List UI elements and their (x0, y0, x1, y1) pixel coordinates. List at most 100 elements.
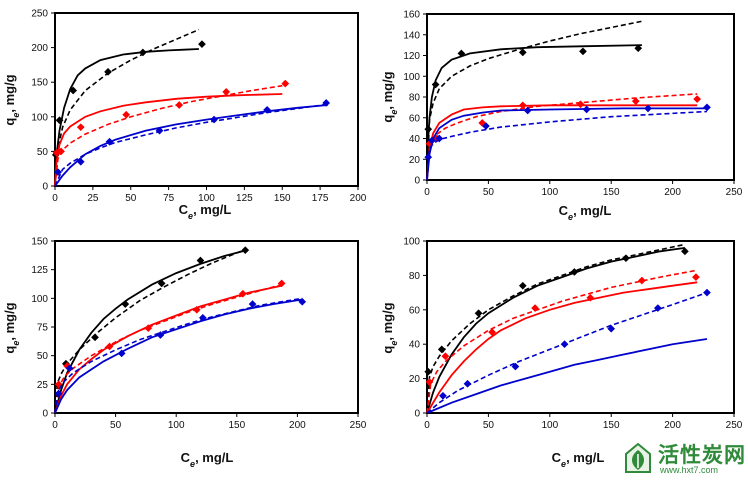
series-black-point (55, 116, 64, 125)
y-tick-label: 140 (403, 30, 420, 41)
series-blue-point (54, 168, 62, 177)
y-tick-label: 40 (409, 340, 421, 351)
x-tick-label: 50 (483, 420, 495, 431)
chart-top-right: 0 50 100 150 200 250 0 20 40 60 80 100 120 140 160 Ce, … (380, 10, 743, 223)
y-tick-label: 50 (37, 351, 49, 362)
x-tick-label: 150 (603, 420, 620, 431)
series-black-point (518, 281, 527, 290)
series-blue-fit-dashed (54, 297, 303, 414)
series-blue-point (76, 157, 85, 166)
series-red-point (238, 289, 247, 298)
site-watermark: 活性炭网 www.hxt7.com (618, 438, 746, 478)
series-blue-fit-dashed (426, 110, 708, 181)
y-tick-label: 100 (31, 294, 48, 305)
series-black-point (424, 125, 433, 134)
series-blue-point (298, 297, 307, 306)
series-black-fit-dashed (54, 28, 200, 187)
series-black-point (457, 49, 466, 58)
y-tick-label: 80 (409, 271, 421, 282)
x-tick-label: 0 (52, 420, 58, 431)
series-red-fit-dashed (426, 269, 698, 414)
series-red-point (175, 101, 184, 109)
x-tick-label: 250 (350, 420, 367, 431)
series-red-point (488, 328, 497, 337)
series-red-point (586, 293, 595, 302)
y-tick-label: 25 (37, 380, 49, 391)
series-black-fit-dashed (426, 243, 686, 414)
y-tick-label: 100 (403, 72, 420, 83)
series-black-point (680, 247, 689, 256)
series-blue-fit-dashed (426, 291, 708, 414)
series-blue-fit-solid (54, 298, 303, 414)
series-blue-point (427, 136, 436, 145)
series-blue-point (481, 122, 490, 131)
x-tick-label: 50 (125, 193, 137, 204)
x-tick-label: 25 (87, 193, 99, 204)
y-tick-label: 0 (414, 176, 420, 187)
series-blue-point (156, 331, 165, 339)
series-black-point (196, 256, 205, 265)
x-tick-label: 0 (52, 193, 58, 204)
series-black-point (621, 254, 630, 263)
y-tick-label: 40 (409, 134, 421, 145)
series-blue-point (435, 134, 444, 143)
series-blue-point (560, 340, 569, 349)
series-black-fit-dashed (426, 20, 643, 181)
y-tick-label: 60 (409, 305, 421, 316)
series-black-fit-solid (54, 48, 199, 187)
chart-bottom-right: 0 50 100 150 200 250 0 20 40 60 80 100 Ce, mg/L qe, m… (380, 237, 743, 470)
y-tick-label: 60 (409, 113, 421, 124)
y-tick-label: 100 (403, 237, 420, 248)
x-axis-label: Ce, mg/L (179, 202, 232, 221)
series-red-point (441, 352, 450, 361)
series-blue-point (105, 137, 114, 146)
series-red-fit-solid (426, 104, 698, 181)
series-black-point (474, 309, 483, 318)
y-tick-label: 250 (31, 9, 48, 20)
series-red-fit-dashed (426, 93, 698, 181)
y-tick-label: 20 (409, 155, 421, 166)
series-blue-point (703, 103, 711, 112)
series-blue-point (424, 153, 433, 162)
series-blue-point (523, 106, 532, 115)
plot-frame (54, 240, 359, 414)
x-tick-label: 100 (198, 193, 215, 204)
y-tick-label: 150 (31, 237, 48, 248)
x-tick-label: 0 (424, 420, 430, 431)
x-tick-label: 200 (664, 420, 681, 431)
series-blue-point (198, 313, 207, 322)
series-black-point (570, 268, 579, 276)
y-tick-label: 75 (37, 323, 49, 334)
series-red-fit-solid (54, 93, 283, 187)
series-red-point (425, 378, 434, 386)
series-blue-fit-solid (426, 338, 708, 414)
series-blue-point (322, 99, 331, 107)
y-tick-label: 125 (31, 265, 48, 276)
series-blue-point (155, 126, 164, 135)
series-black-point (138, 48, 147, 57)
series-blue-point (54, 389, 63, 398)
x-tick-label: 75 (163, 193, 175, 204)
y-tick-label: 0 (42, 409, 48, 420)
series-black-point (104, 67, 112, 76)
series-red-point (576, 100, 585, 109)
series-black-fit-dashed (54, 248, 247, 414)
series-black-point (431, 80, 440, 89)
series-black-point (121, 300, 130, 309)
x-tick-label: 125 (236, 193, 253, 204)
series-black-fit-solid (426, 44, 642, 181)
y-tick-label: 0 (414, 409, 420, 420)
chart-top-left: 0 25 50 75 100 125 150 175 200 0 50 100 150 200 250 Ce,… (2, 9, 367, 222)
series-red-fit-solid (54, 284, 282, 414)
series-blue-point (644, 104, 652, 113)
watermark-title: 活性炭网 (658, 444, 746, 467)
series-red-point (222, 87, 231, 96)
series-red-point (281, 79, 290, 88)
x-axis-label: Ce, mg/L (552, 450, 605, 469)
x-tick-label: 150 (274, 193, 291, 204)
series-blue-point (607, 324, 616, 333)
series-blue-point (439, 391, 447, 400)
x-tick-label: 50 (110, 420, 122, 431)
series-red-fit-dashed (54, 84, 283, 187)
y-axis-label: qe, mg/g (380, 302, 399, 353)
